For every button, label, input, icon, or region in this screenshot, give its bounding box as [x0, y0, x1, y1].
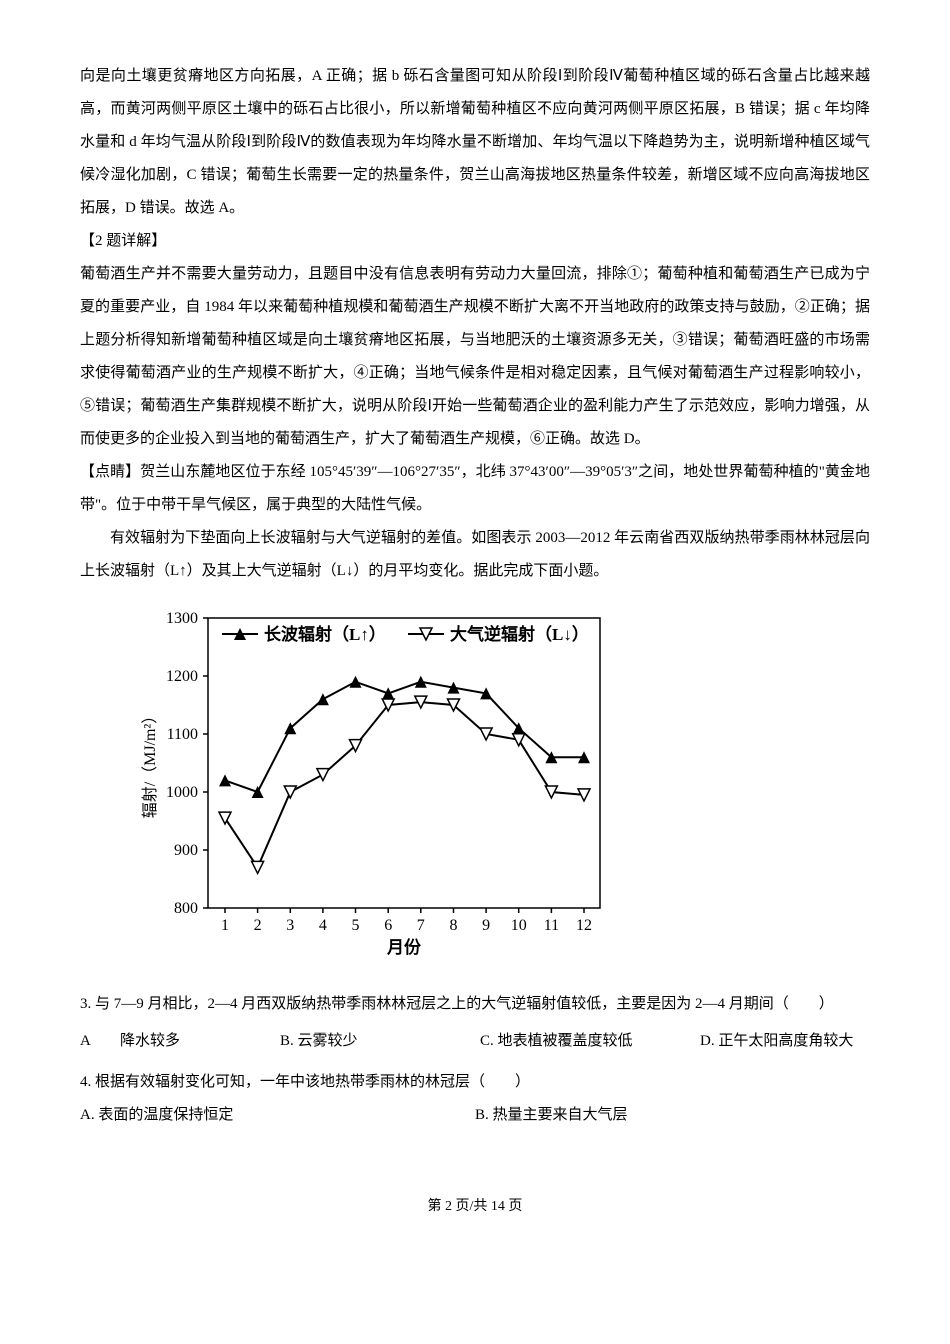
q3-option-c: C. 地表植被覆盖度较低 [480, 1025, 700, 1058]
paragraph-3-dianjing: 【点睛】贺兰山东麓地区位于东经 105°45′39″—106°27′35″，北纬… [80, 456, 870, 522]
svg-text:4: 4 [319, 917, 327, 934]
svg-text:1000: 1000 [166, 784, 198, 801]
svg-text:1200: 1200 [166, 668, 198, 685]
paragraph-4-intro: 有效辐射为下垫面向上长波辐射与大气逆辐射的差值。如图表示 2003—2012 年… [80, 522, 870, 588]
y-axis-ticks: 800 900 1000 1100 1200 1300 [166, 610, 208, 917]
question-4-options: A. 表面的温度保持恒定 B. 热量主要来自大气层 [80, 1099, 870, 1132]
q3-option-d: D. 正午太阳高度角较大 [700, 1025, 880, 1058]
y-axis-label: 辐射/（MJ/m²） [141, 708, 159, 819]
question-3-stem: 3. 与 7—9 月相比，2—4 月西双版纳热带季雨林林冠层之上的大气逆辐射值较… [80, 988, 870, 1021]
series-counter-line [225, 702, 584, 867]
svg-text:3: 3 [286, 917, 294, 934]
q3-option-b: B. 云雾较少 [280, 1025, 480, 1058]
question-2-label: 【2 题详解】 [80, 225, 870, 258]
svg-text:5: 5 [352, 917, 360, 934]
svg-text:9: 9 [482, 917, 490, 934]
svg-text:长波辐射（L↑）: 长波辐射（L↑） [264, 624, 386, 644]
series-longwave-line [225, 682, 584, 792]
x-axis-label: 月份 [386, 937, 422, 957]
svg-text:7: 7 [417, 917, 425, 934]
q3-option-a: A 降水较多 [80, 1025, 280, 1058]
question-3-options: A 降水较多 B. 云雾较少 C. 地表植被覆盖度较低 D. 正午太阳高度角较大 [80, 1025, 870, 1058]
svg-text:11: 11 [544, 917, 559, 934]
svg-text:8: 8 [450, 917, 458, 934]
svg-text:6: 6 [384, 917, 392, 934]
svg-text:1300: 1300 [166, 610, 198, 627]
page-footer: 第 2 页/共 14 页 [80, 1192, 870, 1223]
chart-legend: 长波辐射（L↑） 大气逆辐射（L↓） [222, 624, 589, 644]
svg-text:2: 2 [254, 917, 262, 934]
svg-text:10: 10 [511, 917, 527, 934]
q4-option-b: B. 热量主要来自大气层 [475, 1099, 870, 1132]
svg-text:900: 900 [174, 842, 198, 859]
series-counter-markers [219, 696, 590, 873]
q4-option-a: A. 表面的温度保持恒定 [80, 1099, 475, 1132]
svg-text:大气逆辐射（L↓）: 大气逆辐射（L↓） [450, 624, 589, 644]
question-4-stem: 4. 根据有效辐射变化可知，一年中该地热带季雨林的林冠层（ ） [80, 1066, 870, 1099]
svg-text:12: 12 [576, 917, 592, 934]
paragraph-1: 向是向土壤更贫瘠地区方向拓展，A 正确；据 b 砾石含量图可知从阶段Ⅰ到阶段Ⅳ葡… [80, 60, 870, 225]
svg-text:800: 800 [174, 900, 198, 917]
radiation-chart: 800 900 1000 1100 1200 1300 辐射/（MJ/m²） 1… [140, 598, 620, 978]
svg-text:1: 1 [221, 917, 229, 934]
x-axis-ticks: 1 2 3 4 5 6 7 8 9 10 11 12 [221, 908, 592, 934]
series-longwave-markers [219, 676, 590, 798]
paragraph-2: 葡萄酒生产并不需要大量劳动力，且题目中没有信息表明有劳动力大量回流，排除①；葡萄… [80, 258, 870, 456]
svg-text:1100: 1100 [167, 726, 198, 743]
